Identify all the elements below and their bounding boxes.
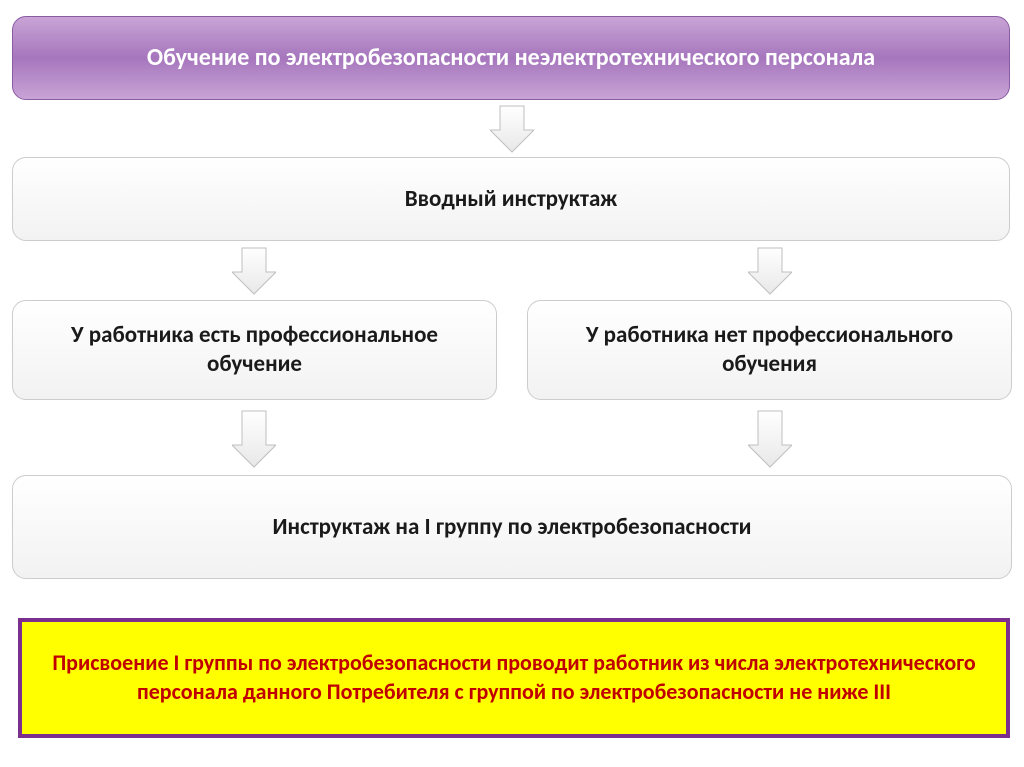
left-branch-text: У работника есть профессиональное обучен… <box>33 321 476 379</box>
right-branch-text: У работника нет профессионального обучен… <box>548 321 991 379</box>
intro-text: Вводный инструктаж <box>405 185 617 214</box>
note-text: Присвоение I группы по электробезопаснос… <box>36 649 992 706</box>
arrow-down-icon <box>490 104 534 154</box>
intro-node: Вводный инструктаж <box>12 157 1010 241</box>
note-node: Присвоение I группы по электробезопаснос… <box>18 618 1010 738</box>
arrow-down-icon <box>748 246 792 296</box>
left-branch-node: У работника есть профессиональное обучен… <box>12 300 497 400</box>
arrow-down-icon <box>232 246 276 296</box>
right-branch-node: У работника нет профессионального обучен… <box>527 300 1012 400</box>
group1-node: Инструктаж на I группу по электробезопас… <box>12 475 1012 579</box>
group1-text: Инструктаж на I группу по электробезопас… <box>273 513 752 542</box>
arrow-down-icon <box>748 409 792 469</box>
header-text: Обучение по электробезопасности неэлектр… <box>147 43 875 73</box>
arrow-down-icon <box>232 409 276 469</box>
header-node: Обучение по электробезопасности неэлектр… <box>12 16 1010 100</box>
